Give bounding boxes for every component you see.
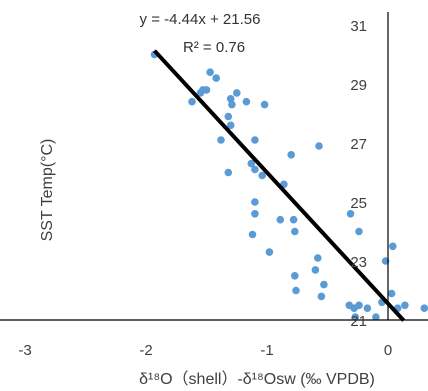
data-point — [258, 171, 267, 180]
x-tick-label: -1 — [260, 342, 273, 359]
data-point — [292, 286, 300, 295]
r-squared-label: R² = 0.76 — [183, 39, 245, 56]
y-tick-label: 27 — [350, 136, 367, 153]
y-tick-label: 25 — [350, 195, 367, 212]
data-point — [372, 313, 380, 321]
data-point — [265, 248, 274, 256]
data-point — [251, 198, 259, 206]
data-point — [276, 215, 285, 224]
data-point — [251, 165, 259, 174]
data-point — [317, 292, 326, 301]
data-point — [420, 304, 428, 312]
data-point — [291, 272, 299, 280]
data-point — [224, 168, 233, 177]
data-point — [289, 215, 298, 224]
data-point — [196, 89, 205, 97]
data-point — [287, 151, 296, 159]
y-tick-label: 21 — [350, 313, 367, 330]
x-axis-title: δ¹⁸O（shell）-δ¹⁸Osw (‰ VPDB) — [139, 370, 375, 388]
data-point — [217, 136, 225, 144]
x-tick-label: 0 — [384, 342, 392, 359]
data-point — [248, 230, 257, 239]
data-point — [320, 280, 328, 289]
data-point — [233, 89, 241, 97]
data-point — [314, 254, 322, 262]
data-point — [251, 136, 259, 144]
data-point — [389, 242, 397, 251]
data-point — [291, 227, 299, 236]
data-point — [224, 112, 233, 121]
data-point — [212, 74, 220, 82]
y-tick-label: 23 — [350, 254, 367, 271]
x-tick-labels: -3 -2 -1 0 — [18, 342, 392, 359]
x-tick-label: -2 — [139, 342, 152, 359]
data-point — [188, 97, 196, 106]
trendline — [153, 49, 406, 322]
x-tick-label: -3 — [18, 342, 31, 359]
data-point — [345, 301, 354, 310]
data-point — [251, 210, 259, 218]
y-tick-labels: 21 23 25 27 29 31 — [350, 18, 367, 330]
data-point — [228, 100, 236, 109]
data-point — [226, 121, 235, 130]
data-point — [226, 95, 235, 103]
trendline-equation: y = -4.44x + 21.56 — [140, 11, 261, 28]
data-point — [206, 68, 214, 76]
data-point — [260, 100, 269, 109]
y-tick-label: 31 — [350, 18, 367, 35]
data-point — [311, 266, 320, 274]
data-point — [247, 159, 256, 168]
data-point — [242, 97, 251, 106]
data-point — [401, 301, 409, 310]
data-point — [346, 210, 355, 218]
data-point — [387, 289, 396, 298]
y-axis-title: SST Temp(°C) — [39, 139, 56, 242]
data-point — [355, 227, 363, 236]
y-tick-label: 29 — [350, 77, 367, 94]
data-point — [351, 313, 360, 321]
data-point — [363, 304, 372, 313]
data-point — [315, 142, 323, 150]
